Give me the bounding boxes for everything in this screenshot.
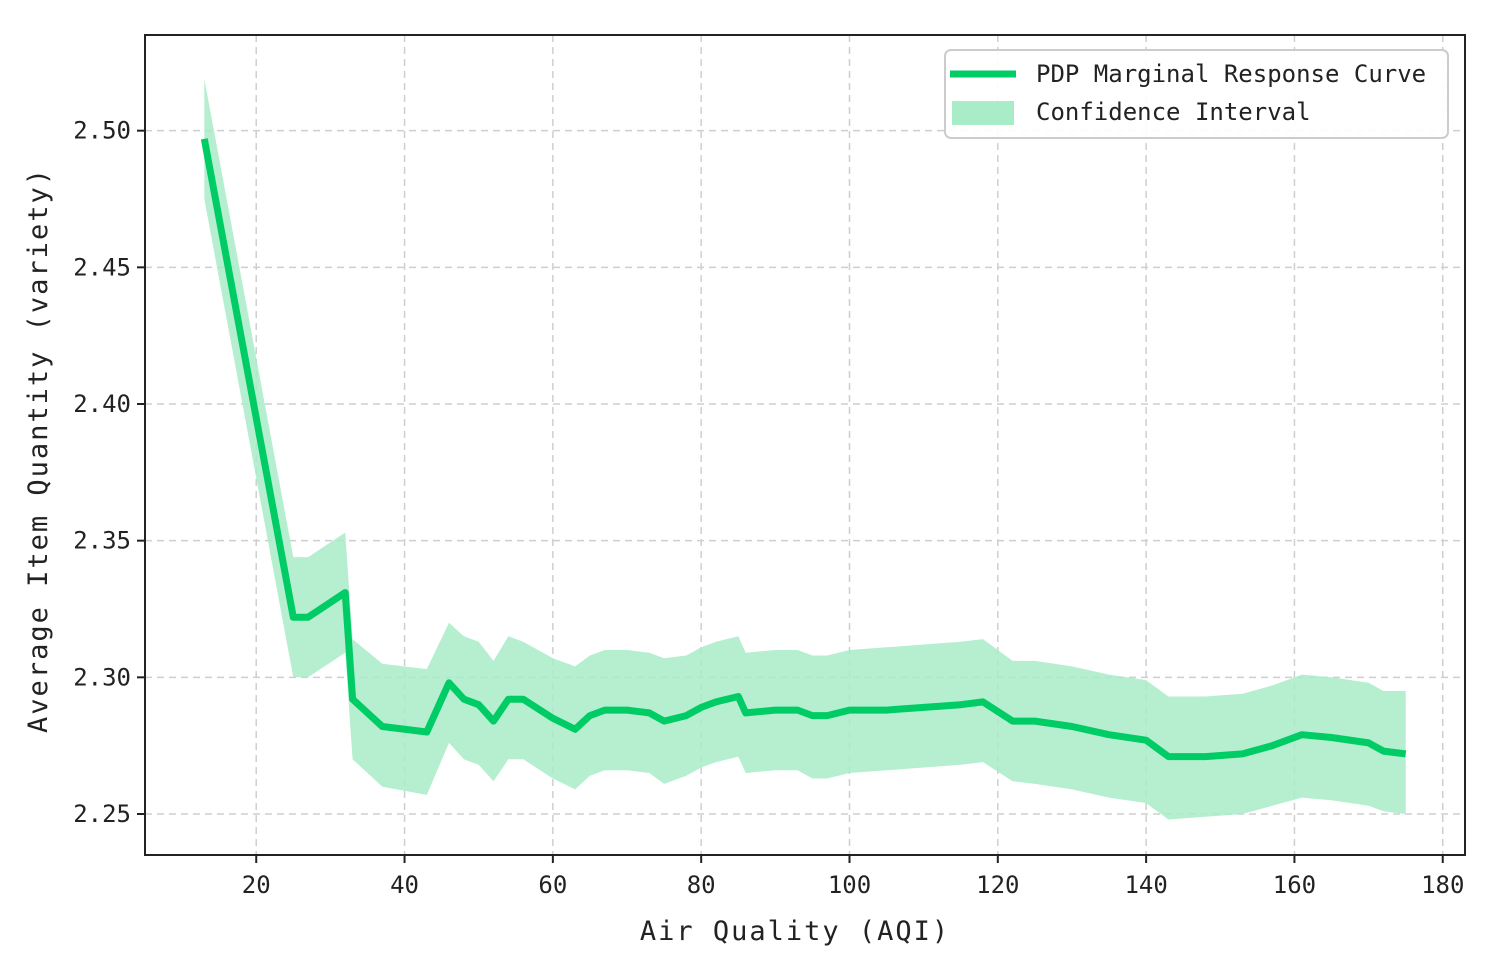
confidence-band bbox=[204, 78, 1406, 820]
plot-frame bbox=[144, 34, 1466, 856]
y-tick-label: 2.50 bbox=[73, 117, 131, 145]
y-tick-label: 2.35 bbox=[73, 527, 131, 555]
y-axis-title: Average Item Quantity (variety) bbox=[23, 167, 54, 733]
y-tick-label: 2.40 bbox=[73, 390, 131, 418]
x-axis-ticks: 20 40 60 80 100 120 140 160 180 bbox=[242, 855, 1464, 899]
y-axis-ticks: 2.25 2.30 2.35 2.40 2.45 2.50 bbox=[73, 117, 145, 828]
pdp-curve-line bbox=[200, 138, 1407, 761]
y-tick-label: 2.30 bbox=[73, 663, 131, 691]
x-tick-label: 160 bbox=[1273, 871, 1316, 899]
y-tick-label: 2.45 bbox=[73, 253, 131, 281]
x-tick-label: 140 bbox=[1124, 871, 1167, 899]
grid bbox=[145, 35, 1465, 855]
x-tick-label: 100 bbox=[828, 871, 871, 899]
y-tick-label: 2.25 bbox=[73, 800, 131, 828]
legend-label-band: Confidence Interval bbox=[1036, 98, 1311, 126]
x-axis-title: Air Quality (AQI) bbox=[640, 916, 950, 947]
x-tick-label: 120 bbox=[976, 871, 1019, 899]
x-tick-label: 40 bbox=[390, 871, 419, 899]
x-tick-label: 180 bbox=[1421, 871, 1464, 899]
x-tick-label: 60 bbox=[538, 871, 567, 899]
x-tick-label: 80 bbox=[687, 871, 716, 899]
legend-band-swatch bbox=[952, 101, 1014, 125]
x-tick-label: 20 bbox=[242, 871, 271, 899]
legend-box bbox=[944, 49, 1449, 139]
legend-label-curve: PDP Marginal Response Curve bbox=[1036, 60, 1426, 88]
legend: PDP Marginal Response Curve Confidence I… bbox=[944, 49, 1449, 139]
